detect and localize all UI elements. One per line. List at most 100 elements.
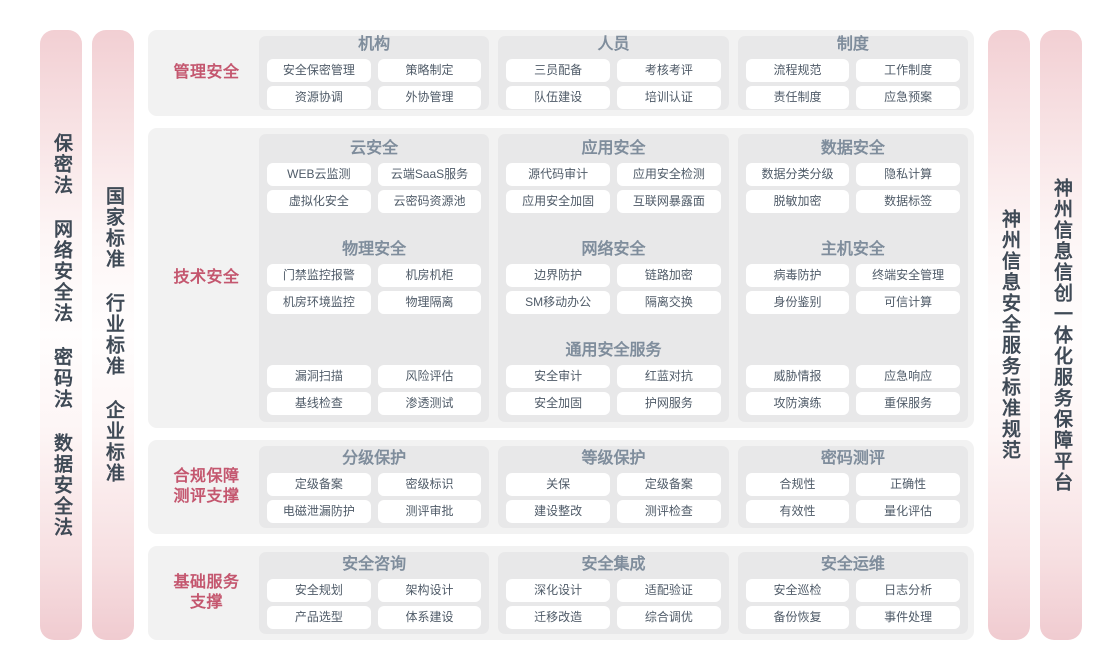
chip-item[interactable]: 定级备案 bbox=[616, 472, 721, 496]
group-title bbox=[746, 341, 960, 365]
chip-item[interactable]: 日志分析 bbox=[856, 578, 960, 602]
chip-item[interactable]: 关保 bbox=[506, 472, 610, 496]
chip-item[interactable]: SM移动办公 bbox=[506, 291, 610, 315]
chip-item[interactable]: 安全保密管理 bbox=[267, 58, 371, 82]
chip-item[interactable]: 适配验证 bbox=[616, 578, 721, 602]
chip-item[interactable]: 护网服务 bbox=[616, 391, 721, 415]
tech-column-left: 云安全 WEB云监测 云端SaaS服务 虚拟化安全 云密码资源池 物理安全 门禁… bbox=[259, 134, 490, 422]
group-host-security: 主机安全 病毒防护 终端安全管理 身份鉴别 可信计算 bbox=[745, 240, 960, 315]
chip-item[interactable]: 隐私计算 bbox=[856, 163, 960, 187]
group-security-integration: 安全集成 深化设计 适配验证 迁移改造 综合调优 bbox=[498, 552, 729, 634]
chip-item[interactable]: 队伍建设 bbox=[506, 86, 610, 110]
band-technical-security: 技术安全 云安全 WEB云监测 云端SaaS服务 虚拟化安全 云密码资源池 物理… bbox=[148, 128, 974, 428]
chip-item[interactable]: 隔离交换 bbox=[616, 291, 721, 315]
group-title: 网络安全 bbox=[581, 240, 646, 258]
chip-item[interactable]: 脱敏加密 bbox=[745, 190, 850, 214]
chip-item[interactable]: 责任制度 bbox=[745, 86, 850, 110]
pillar-service-platform-label: 神州信息信创一体化服务保障平台 bbox=[1050, 177, 1072, 493]
group-title: 云安全 bbox=[350, 140, 399, 157]
chip-item[interactable]: 病毒防护 bbox=[745, 263, 850, 287]
chip-item[interactable]: 培训认证 bbox=[616, 86, 721, 110]
chip-item[interactable]: 三员配备 bbox=[506, 58, 610, 82]
chip-item[interactable]: 数据分类分级 bbox=[745, 163, 850, 187]
chip-item[interactable]: 安全规划 bbox=[267, 578, 371, 602]
group-cloud-security: 云安全 WEB云监测 云端SaaS服务 虚拟化安全 云密码资源池 bbox=[267, 139, 482, 214]
pillar-service-platform: 神州信息信创一体化服务保障平台 bbox=[1040, 30, 1082, 640]
band-label-management: 管理安全 bbox=[173, 64, 240, 81]
chip-item[interactable]: 链路加密 bbox=[616, 263, 721, 287]
chip-item[interactable]: 有效性 bbox=[745, 500, 850, 524]
group-title: 人员 bbox=[597, 35, 630, 53]
chip-item[interactable]: 量化评估 bbox=[856, 500, 960, 524]
chip-item[interactable]: 合规性 bbox=[745, 472, 850, 496]
chip-grid: 三员配备 考核考评 队伍建设 培训认证 bbox=[506, 58, 721, 110]
chip-item[interactable]: 风险评估 bbox=[377, 364, 482, 388]
chip-item[interactable]: 迁移改造 bbox=[506, 606, 610, 630]
chip-item[interactable]: 资源协调 bbox=[267, 86, 371, 110]
chip-item[interactable]: 安全巡检 bbox=[745, 578, 850, 602]
chip-item[interactable]: 体系建设 bbox=[377, 606, 482, 630]
chip-item[interactable]: 漏洞扫描 bbox=[267, 364, 371, 388]
chip-grid: 威胁情报 应急响应 攻防演练 重保服务 bbox=[745, 364, 960, 415]
chip-item[interactable]: 应急响应 bbox=[856, 364, 960, 388]
chip-item[interactable]: 安全审计 bbox=[506, 364, 610, 388]
band-columns-management: 机构 安全保密管理 策略制定 资源协调 外协管理 人员 三员配备 考核考评 队伍… bbox=[259, 36, 968, 110]
chip-item[interactable]: 测评检查 bbox=[616, 500, 721, 524]
chip-item[interactable]: 测评审批 bbox=[377, 500, 482, 524]
chip-item[interactable]: 数据标签 bbox=[856, 190, 960, 214]
chip-item[interactable]: 可信计算 bbox=[856, 291, 960, 315]
chip-grid: 关保 定级备案 建设整改 测评检查 bbox=[506, 472, 721, 524]
chip-item[interactable]: 基线检查 bbox=[267, 391, 371, 415]
chip-item[interactable]: 备份恢复 bbox=[745, 606, 850, 630]
chip-item[interactable]: 密级标识 bbox=[377, 472, 482, 496]
chip-item[interactable]: 物理隔离 bbox=[377, 291, 482, 315]
chip-item[interactable]: 渗透测试 bbox=[377, 391, 482, 415]
chip-item[interactable]: 云端SaaS服务 bbox=[377, 163, 482, 187]
group-classified-protection: 分级保护 定级备案 密级标识 电磁泄漏防护 测评审批 bbox=[259, 446, 490, 528]
main-content: 管理安全 机构 安全保密管理 策略制定 资源协调 外协管理 人员 三员配备 考核… bbox=[148, 30, 974, 640]
chip-item[interactable]: 虚拟化安全 bbox=[267, 190, 371, 214]
group-title: 等级保护 bbox=[581, 449, 646, 467]
chip-item[interactable]: 安全加固 bbox=[506, 391, 610, 415]
right-pillar-group: 神州信息安全服务标准规范 神州信息信创一体化服务保障平台 bbox=[988, 30, 1082, 640]
chip-item[interactable]: 边界防护 bbox=[506, 263, 610, 287]
chip-item[interactable]: 定级备案 bbox=[267, 472, 371, 496]
chip-item[interactable]: 应用安全检测 bbox=[616, 163, 721, 187]
band-label-compliance-line1: 合规保障 bbox=[173, 468, 240, 485]
pillar-service-standard-label: 神州信息安全服务标准规范 bbox=[998, 209, 1020, 461]
chip-item[interactable]: 事件处理 bbox=[856, 606, 960, 630]
chip-item[interactable]: 身份鉴别 bbox=[745, 291, 850, 315]
chip-grid: 合规性 正确性 有效性 量化评估 bbox=[745, 472, 960, 524]
chip-item[interactable]: 源代码审计 bbox=[506, 163, 610, 187]
chip-item[interactable]: 策略制定 bbox=[377, 58, 482, 82]
chip-item[interactable]: WEB云监测 bbox=[267, 163, 371, 187]
group-response-right: 威胁情报 应急响应 攻防演练 重保服务 bbox=[745, 341, 960, 415]
chip-item[interactable]: 机房环境监控 bbox=[267, 291, 371, 315]
chip-item[interactable]: 深化设计 bbox=[506, 578, 610, 602]
band-label-technical: 技术安全 bbox=[173, 269, 240, 286]
chip-item[interactable]: 电磁泄漏防护 bbox=[267, 500, 371, 524]
chip-grid: 深化设计 适配验证 迁移改造 综合调优 bbox=[506, 578, 721, 630]
chip-item[interactable]: 红蓝对抗 bbox=[616, 364, 721, 388]
chip-item[interactable]: 威胁情报 bbox=[745, 364, 850, 388]
chip-item[interactable]: 架构设计 bbox=[377, 578, 482, 602]
chip-item[interactable]: 外协管理 bbox=[377, 86, 482, 110]
chip-item[interactable]: 工作制度 bbox=[856, 58, 960, 82]
chip-item[interactable]: 建设整改 bbox=[506, 500, 610, 524]
chip-item[interactable]: 攻防演练 bbox=[745, 391, 850, 415]
chip-item[interactable]: 综合调优 bbox=[616, 606, 721, 630]
chip-item[interactable]: 应急预案 bbox=[856, 86, 960, 110]
chip-item[interactable]: 终端安全管理 bbox=[856, 263, 960, 287]
chip-item[interactable]: 产品选型 bbox=[267, 606, 371, 630]
chip-item[interactable]: 互联网暴露面 bbox=[616, 190, 721, 214]
chip-item[interactable]: 重保服务 bbox=[856, 391, 960, 415]
tech-column-right: 数据安全 数据分类分级 隐私计算 脱敏加密 数据标签 主机安全 病毒防护 终端安… bbox=[737, 134, 968, 422]
chip-item[interactable]: 流程规范 bbox=[745, 58, 850, 82]
chip-item[interactable]: 机房机柜 bbox=[377, 263, 482, 287]
chip-item[interactable]: 应用安全加固 bbox=[506, 190, 610, 214]
chip-item[interactable]: 云密码资源池 bbox=[377, 190, 482, 214]
chip-item[interactable]: 门禁监控报警 bbox=[267, 263, 371, 287]
chip-item[interactable]: 考核考评 bbox=[616, 58, 721, 82]
chip-item[interactable]: 正确性 bbox=[856, 472, 960, 496]
chip-grid: WEB云监测 云端SaaS服务 虚拟化安全 云密码资源池 bbox=[267, 163, 482, 214]
